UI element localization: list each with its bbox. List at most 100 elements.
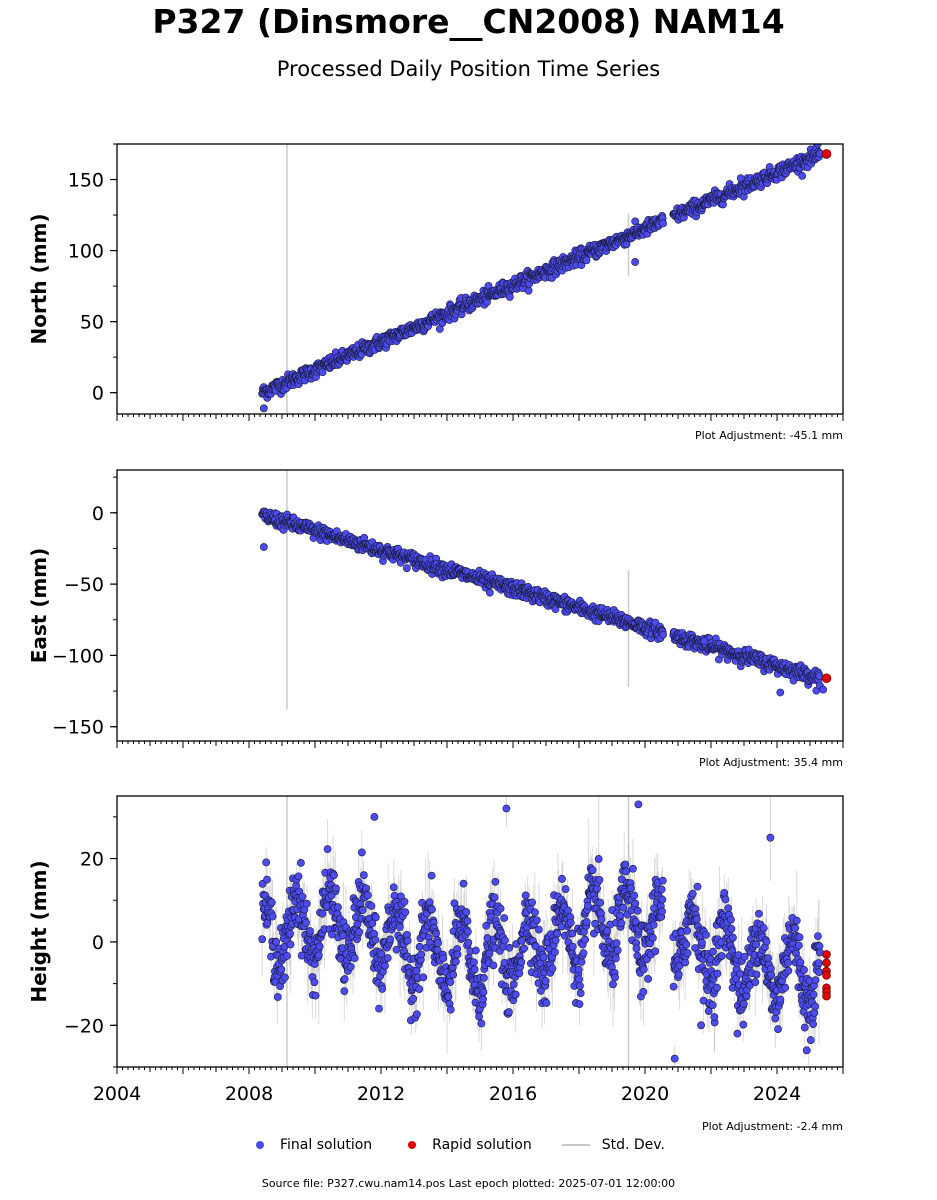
final-solution-point [415, 985, 424, 993]
final-solution-point [574, 965, 583, 974]
x-tick-label: 2016 [489, 1083, 537, 1105]
final-solution-point [511, 990, 520, 999]
y-tick-label: −150 [52, 717, 104, 739]
final-solution-point [792, 916, 801, 925]
final-solution-point [579, 949, 588, 958]
final-solution-point [482, 921, 491, 930]
final-solution-point [446, 978, 455, 986]
final-solution-point [268, 912, 277, 921]
final-solution-point [409, 994, 418, 1003]
y-axis-label: East (mm) [27, 548, 51, 664]
final-solution-point [296, 859, 305, 867]
final-solution-point [334, 903, 342, 912]
final-solution-point [534, 925, 543, 934]
final-solution-point [267, 898, 276, 907]
final-solution-point [669, 982, 678, 991]
final-solution-point [795, 933, 804, 942]
final-solution-point [674, 970, 683, 979]
final-solution-point [616, 911, 625, 920]
final-solution-point [582, 256, 591, 265]
final-solution-point [286, 940, 295, 949]
final-solution-point [464, 938, 473, 947]
final-solution-point [298, 892, 307, 901]
final-solution-point [713, 983, 721, 992]
x-tick-label: 2024 [753, 1083, 801, 1105]
final-solution-point [767, 970, 776, 979]
final-solution-point [752, 940, 761, 949]
final-solution-point [469, 958, 478, 967]
final-solution-point [766, 833, 775, 842]
rapid-solution-point [822, 950, 831, 959]
final-solution-point [262, 858, 271, 867]
final-solution-point [501, 936, 509, 945]
final-solution-point [415, 942, 424, 951]
final-solution-point [353, 920, 362, 929]
final-solution-point [800, 1023, 809, 1032]
y-tick-label: 150 [68, 170, 104, 192]
source-footnote: Source file: P327.cwu.nam14.pos Last epo… [261, 1177, 676, 1190]
x-tick-label: 2008 [225, 1083, 273, 1105]
final-solution-point [810, 1008, 819, 1017]
final-solution-point [815, 968, 824, 977]
final-solution-point [627, 884, 635, 893]
y-tick-label: 50 [80, 312, 104, 334]
final-solution-point [273, 993, 282, 1001]
final-solution-point [402, 564, 411, 573]
panel-height: −20 0 20 2004 2008 2012 2016 2020 2024 Height (mm… [27, 795, 844, 1133]
legend-stddev-label: Std. Dev. [601, 1137, 665, 1153]
final-solution-point [315, 942, 324, 951]
final-solution-point [521, 891, 530, 900]
final-solution-point [444, 992, 453, 1001]
final-solution-point [612, 939, 621, 948]
final-solution-point [566, 918, 575, 927]
final-solution-point [659, 630, 667, 639]
final-solution-point [403, 936, 412, 945]
final-solution-point [658, 907, 666, 916]
final-solution-point [727, 915, 735, 924]
final-solution-point [809, 990, 818, 999]
final-solution-point [611, 954, 620, 963]
final-solution-point [286, 929, 295, 938]
y-tick-label: −50 [64, 574, 104, 596]
final-solution-point [622, 867, 631, 876]
legend-rapid: Rapid solution [402, 1137, 532, 1153]
final-solution-point [644, 975, 652, 983]
final-solution-point [813, 144, 822, 148]
final-solution-point [505, 293, 514, 301]
y-tick-label: 100 [68, 241, 104, 263]
final-solution-point [700, 637, 709, 646]
final-solution-point [489, 961, 498, 970]
final-solution-point [281, 973, 289, 982]
final-solution-point [774, 1025, 782, 1033]
final-solution-point [302, 899, 311, 908]
final-solution-point [509, 980, 518, 989]
final-solution-point [371, 913, 380, 922]
final-solution-point [462, 908, 471, 916]
final-solution-point [463, 927, 472, 936]
plot-area-east [258, 470, 832, 710]
final-solution-point [314, 951, 323, 960]
final-solution-point [346, 962, 355, 971]
final-solution-point [400, 897, 409, 906]
y-tick-label: 0 [92, 932, 104, 954]
final-solution-point [583, 901, 592, 910]
final-solution-point [762, 937, 771, 946]
final-solution-point [401, 908, 410, 917]
final-solution-point [683, 926, 692, 935]
final-solution-point [568, 942, 577, 951]
final-solution-point [575, 1000, 584, 1009]
final-solution-point [558, 874, 566, 883]
final-solution-point [630, 891, 639, 900]
final-solution-point [720, 889, 729, 897]
final-solution-point [367, 902, 376, 910]
final-solution-point [528, 898, 536, 907]
final-solution-point [568, 929, 577, 938]
final-solution-point [446, 1005, 455, 1014]
final-solution-point [383, 954, 392, 962]
final-solution-point [751, 978, 760, 987]
final-solution-point [432, 929, 440, 938]
plot-adjustment-note: Plot Adjustment: -2.4 mm [702, 1120, 843, 1133]
final-solution-point [371, 935, 380, 944]
y-tick-label: −100 [52, 645, 104, 667]
final-solution-point [561, 885, 570, 893]
